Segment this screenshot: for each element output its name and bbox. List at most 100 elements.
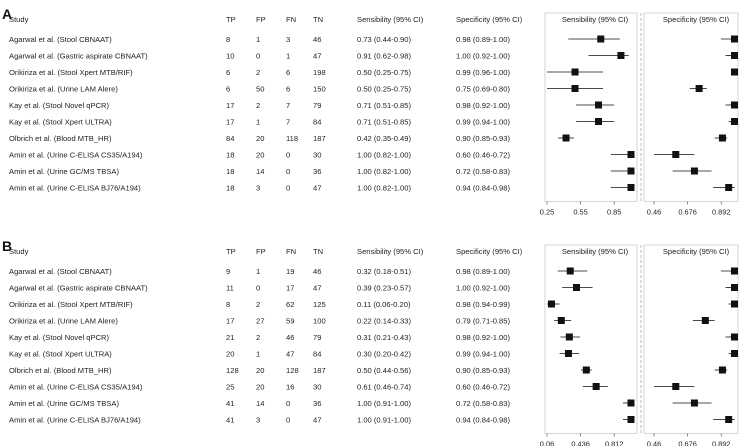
- study-name: Agarwal et al. (Stool CBNAAT): [9, 35, 112, 44]
- sensitivity-ci-text: 0.31 (0.21-0.43): [357, 333, 412, 342]
- tp-value: 6: [226, 68, 230, 77]
- study-name: Kay et al. (Stool Novel qPCR): [9, 333, 109, 342]
- specificity-point: [731, 300, 738, 308]
- sensitivity-point: [592, 383, 600, 390]
- specificity-ci-text: 0.90 (0.85-0.93): [456, 366, 511, 375]
- plot-header-specificity: Specificity (95% CI): [663, 247, 730, 256]
- tn-value: 198: [313, 68, 326, 77]
- specificity-tick-label: 0.46: [647, 440, 661, 446]
- sensitivity-point: [595, 101, 603, 109]
- tp-value: 17: [226, 101, 234, 110]
- sensitivity-ci-text: 0.30 (0.20-0.42): [357, 350, 412, 359]
- study-name: Orikiriza et al. (Stool Xpert MTB/RIF): [9, 68, 133, 77]
- panel-label: B: [2, 238, 12, 254]
- table-row: Orikiriza et al. (Stool Xpert MTB/RIF) 6 2…: [9, 68, 738, 77]
- study-name: Amin et al. (Urine C-ELISA BJ76/A194): [9, 416, 141, 425]
- specificity-point: [672, 383, 680, 390]
- specificity-point: [695, 85, 703, 92]
- table-row: Kay et al. (Stool Novel qPCR) 21 2 46 79 0.31…: [9, 333, 738, 342]
- fp-value: 20: [256, 383, 264, 392]
- study-name: Amin et al. (Urine C-ELISA BJ76/A194): [9, 184, 141, 193]
- header-tn: TN: [313, 15, 323, 24]
- fp-value: 2: [256, 300, 260, 309]
- tn-value: 187: [313, 366, 326, 375]
- tn-value: 100: [313, 317, 326, 326]
- fn-value: 3: [286, 35, 290, 44]
- study-name: Amin et al. (Urine GC/MS TBSA): [9, 167, 119, 176]
- sensitivity-point: [627, 167, 635, 175]
- sensitivity-ci-text: 0.32 (0.18-0.51): [357, 267, 412, 276]
- specificity-ci-text: 0.98 (0.94-0.99): [456, 300, 511, 309]
- tp-value: 128: [226, 366, 239, 375]
- tn-value: 46: [313, 267, 321, 276]
- study-name: Orikiriza et al. (Stool Xpert MTB/RIF): [9, 300, 133, 309]
- tp-value: 17: [226, 317, 234, 326]
- sensitivity-point: [627, 184, 635, 191]
- fn-value: 0: [286, 416, 290, 425]
- tp-value: 8: [226, 35, 230, 44]
- table-row: Amin et al. (Urine GC/MS TBSA) 41 14 0 36 1.0…: [9, 399, 712, 408]
- fn-value: 6: [286, 68, 290, 77]
- sensitivity-ci-text: 1.00 (0.91-1.00): [357, 399, 412, 408]
- sensitivity-point: [547, 300, 555, 308]
- table-row: Olbrich et al. (Blood MTB_HR) 84 20 118 187 0…: [9, 134, 728, 143]
- sensitivity-point: [571, 68, 579, 76]
- header-tp: TP: [226, 247, 236, 256]
- tn-value: 47: [313, 284, 321, 293]
- specificity-point: [731, 284, 738, 291]
- sensitivity-tick-label: 0.436: [571, 440, 590, 446]
- table-row: Amin et al. (Urine C-ELISA BJ76/A194) 41 3…: [9, 416, 735, 425]
- specificity-point: [731, 267, 738, 275]
- specificity-point: [731, 333, 738, 341]
- specificity-ci-text: 0.60 (0.46-0.72): [456, 383, 511, 392]
- tp-value: 84: [226, 134, 234, 143]
- sensitivity-point: [617, 52, 625, 59]
- header-study: Study: [9, 15, 29, 24]
- tn-value: 36: [313, 167, 321, 176]
- tp-value: 25: [226, 383, 234, 392]
- sensitivity-point: [597, 35, 605, 43]
- fp-value: 3: [256, 184, 260, 193]
- tp-value: 9: [226, 267, 230, 276]
- header-specificity: Specificity (95% CI): [456, 247, 523, 256]
- fp-value: 14: [256, 167, 264, 176]
- tp-value: 6: [226, 85, 230, 94]
- tp-value: 11: [226, 284, 234, 293]
- tn-value: 84: [313, 350, 321, 359]
- table-row: Agarwal et al. (Gastric aspirate CBNAAT)…: [9, 284, 738, 293]
- sensitivity-point: [562, 134, 570, 142]
- fn-value: 16: [286, 383, 294, 392]
- specificity-tick-label: 0.892: [712, 208, 731, 217]
- specificity-ci-text: 0.99 (0.94-1.00): [456, 350, 511, 359]
- tp-value: 21: [226, 333, 234, 342]
- specificity-point: [690, 399, 698, 407]
- tp-value: 10: [226, 52, 234, 61]
- specificity-ci-text: 0.98 (0.89-1.00): [456, 267, 511, 276]
- tp-value: 18: [226, 167, 234, 176]
- sensitivity-ci-text: 0.50 (0.44-0.56): [357, 366, 412, 375]
- fp-value: 14: [256, 399, 264, 408]
- tp-value: 41: [226, 399, 234, 408]
- table-row: Agarwal et al. (Stool CBNAAT) 8 1 3 46 0.73 (…: [9, 35, 738, 44]
- sensitivity-ci-text: 0.42 (0.35-0.49): [357, 134, 412, 143]
- fn-value: 62: [286, 300, 294, 309]
- fn-value: 0: [286, 151, 290, 160]
- specificity-point: [731, 35, 738, 43]
- fp-value: 2: [256, 68, 260, 77]
- specificity-point: [731, 68, 738, 76]
- study-name: Agarwal et al. (Stool CBNAAT): [9, 267, 112, 276]
- fn-value: 1: [286, 52, 290, 61]
- fn-value: 17: [286, 284, 294, 293]
- tn-value: 187: [313, 134, 326, 143]
- tp-value: 17: [226, 118, 234, 127]
- specificity-point: [731, 101, 738, 109]
- specificity-point: [731, 52, 738, 59]
- tp-value: 18: [226, 184, 234, 193]
- study-name: Kay et al. (Stool Xpert ULTRA): [9, 118, 112, 127]
- sensitivity-point: [627, 151, 635, 158]
- tn-value: 30: [313, 151, 321, 160]
- study-name: Amin et al. (Urine GC/MS TBSA): [9, 399, 119, 408]
- fp-value: 20: [256, 134, 264, 143]
